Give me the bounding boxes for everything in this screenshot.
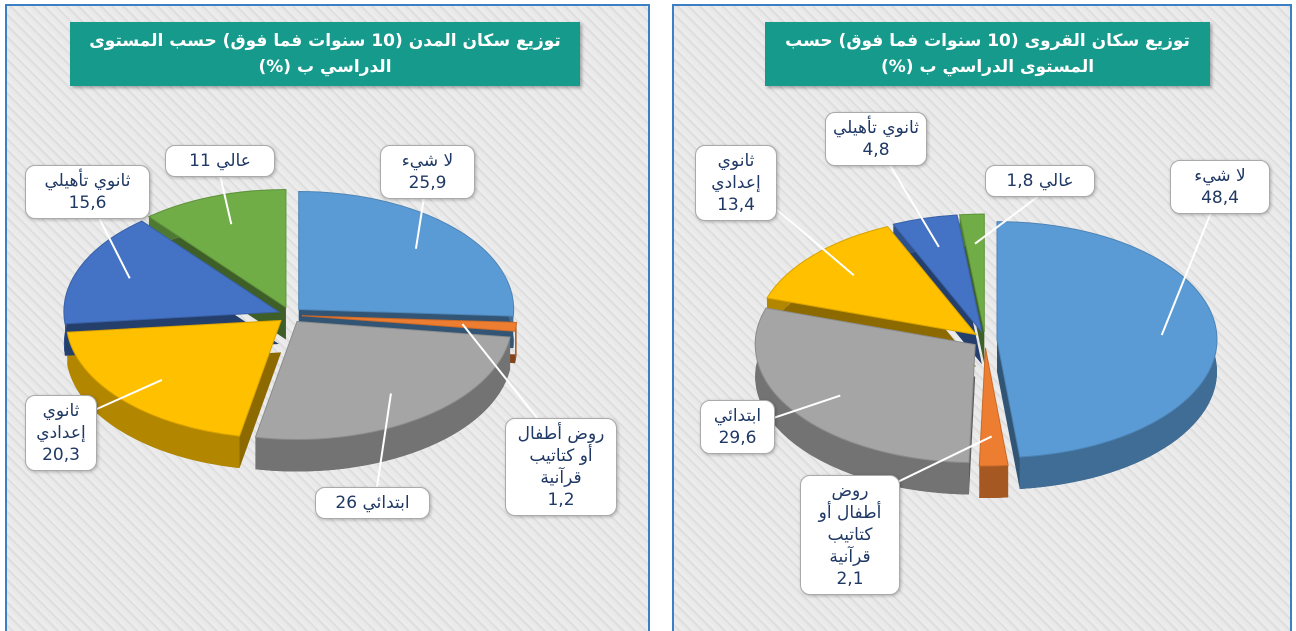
slice bbox=[892, 214, 983, 333]
slice bbox=[63, 220, 281, 325]
category-name: روض أطفال أو كتاتيب قرآنية bbox=[818, 481, 882, 567]
category-name: لا شيء bbox=[401, 151, 454, 171]
slice-side bbox=[515, 322, 517, 364]
data-label: ابتدائي 29,6 bbox=[700, 400, 775, 454]
slice-side bbox=[755, 308, 969, 495]
data-label: روض أطفال أو كتاتيب قرآنية 2,1 bbox=[800, 475, 900, 595]
slice-side bbox=[67, 332, 240, 469]
category-name: عالي bbox=[216, 151, 251, 171]
value-label: 1,8 bbox=[1006, 171, 1034, 191]
category-name: عالي bbox=[1038, 171, 1074, 191]
category-name: روض أطفال أو كتاتيب قرآنية bbox=[517, 424, 605, 488]
data-label: لا شيء 25,9 bbox=[380, 145, 475, 199]
data-label: لا شيء 48,4 bbox=[1170, 160, 1270, 214]
slice bbox=[298, 191, 515, 317]
value-label: 15,6 bbox=[68, 193, 107, 213]
value-label: 11 bbox=[189, 151, 211, 171]
slice bbox=[996, 221, 1218, 458]
value-label: 48,4 bbox=[1201, 188, 1239, 208]
slice bbox=[958, 213, 985, 333]
value-label: 1,2 bbox=[547, 490, 575, 510]
data-label: ثانوي تأهيلي 4,8 bbox=[825, 112, 927, 166]
category-name: ابتدائي bbox=[713, 406, 762, 426]
chart-title: توزيع سكان القروى (10 سنوات فما فوق) حسب… bbox=[765, 22, 1210, 86]
slice bbox=[254, 320, 511, 440]
data-label: عالي 1,8 bbox=[985, 165, 1095, 197]
leader bbox=[1160, 189, 1221, 336]
value-label: 25,9 bbox=[408, 173, 447, 193]
chart-title: توزيع سكان المدن (10 سنوات فما فوق) حسب … bbox=[70, 22, 580, 86]
slice bbox=[66, 319, 282, 437]
value-label: 29,6 bbox=[718, 428, 757, 448]
data-label: روض أطفال أو كتاتيب قرآنية 1,2 bbox=[505, 418, 617, 516]
data-label: ثانوي تأهيلي 15,6 bbox=[25, 165, 150, 219]
slice-side bbox=[255, 337, 511, 472]
category-name: ثانوي تأهيلي bbox=[833, 118, 919, 138]
category-name: ثانوي تأهيلي bbox=[44, 171, 131, 191]
slice bbox=[147, 188, 287, 309]
leader bbox=[974, 194, 1041, 245]
slice bbox=[978, 347, 1009, 467]
value-label: 20,3 bbox=[42, 445, 80, 465]
category-name: لا شيء bbox=[1194, 166, 1246, 186]
data-label: عالي 11 bbox=[165, 145, 275, 177]
slice-side bbox=[979, 465, 1009, 498]
value-label: 13,4 bbox=[717, 195, 755, 215]
value-label: 2,1 bbox=[836, 569, 864, 589]
data-label: ابتدائي 26 bbox=[315, 487, 430, 519]
value-label: 26 bbox=[335, 493, 358, 513]
value-label: 4,8 bbox=[862, 140, 890, 160]
data-label: ثانوي إعدادي 13,4 bbox=[695, 145, 777, 221]
slice bbox=[301, 315, 518, 332]
category-name: ابتدائي bbox=[362, 493, 410, 513]
category-name: ثانوي إعدادي bbox=[711, 151, 761, 193]
slice bbox=[766, 226, 978, 336]
slice bbox=[754, 307, 976, 464]
leader bbox=[219, 174, 233, 225]
data-label: ثانوي إعدادي 20,3 bbox=[25, 395, 97, 471]
category-name: ثانوي إعدادي bbox=[36, 401, 86, 443]
